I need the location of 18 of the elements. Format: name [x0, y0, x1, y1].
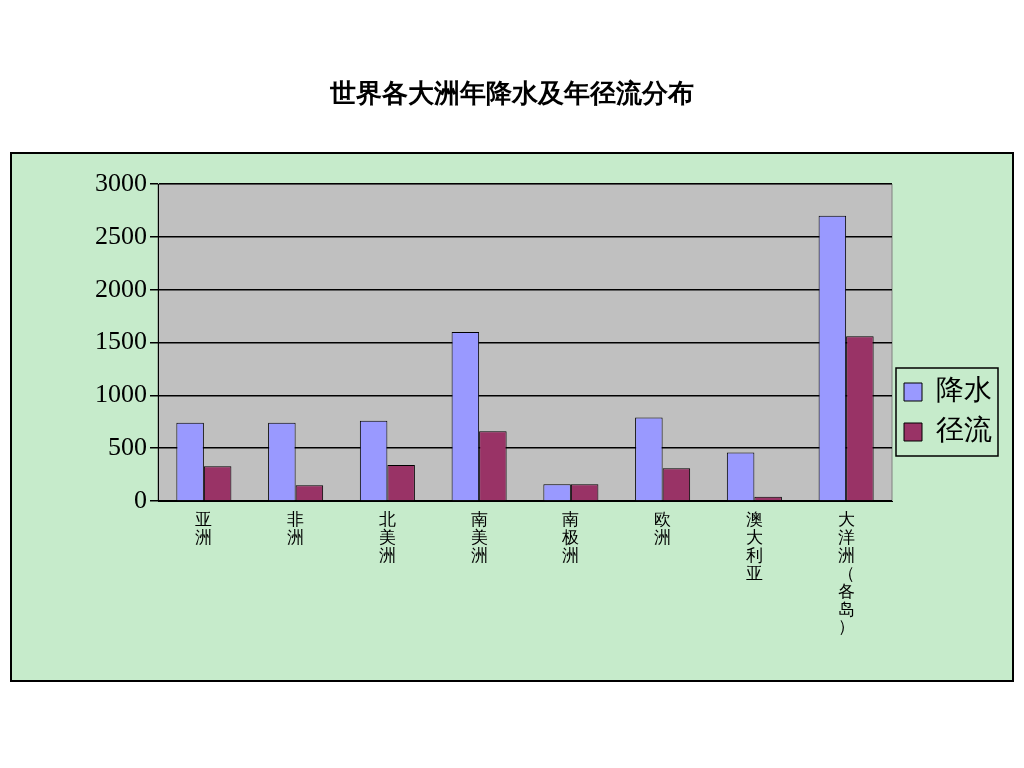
- y-tick-label: 500: [108, 432, 147, 462]
- x-tick-label: 欧洲: [654, 509, 672, 548]
- legend-label: 降水: [936, 373, 992, 407]
- legend-label: 径流: [936, 413, 992, 447]
- x-tick-label: 亚洲: [195, 509, 213, 548]
- x-tick-label: 南极洲: [561, 509, 580, 566]
- y-tick-label: 3000: [95, 167, 147, 197]
- y-tick-label: 2500: [95, 220, 147, 250]
- y-tick-label: 1500: [95, 326, 147, 356]
- x-tick-label: 北美洲: [378, 509, 396, 566]
- x-tick-label: 澳大利亚: [745, 509, 763, 583]
- y-tick-label: 1000: [95, 379, 147, 409]
- x-tick-label: 大洋洲（各岛）: [837, 509, 855, 637]
- y-tick-label: 2000: [95, 273, 147, 303]
- x-tick-label: 非洲: [287, 509, 305, 548]
- chart-title: 世界各大洲年降水及年径流分布: [329, 77, 695, 110]
- y-tick-label: 0: [134, 484, 147, 514]
- x-tick-label: 南美洲: [470, 509, 488, 566]
